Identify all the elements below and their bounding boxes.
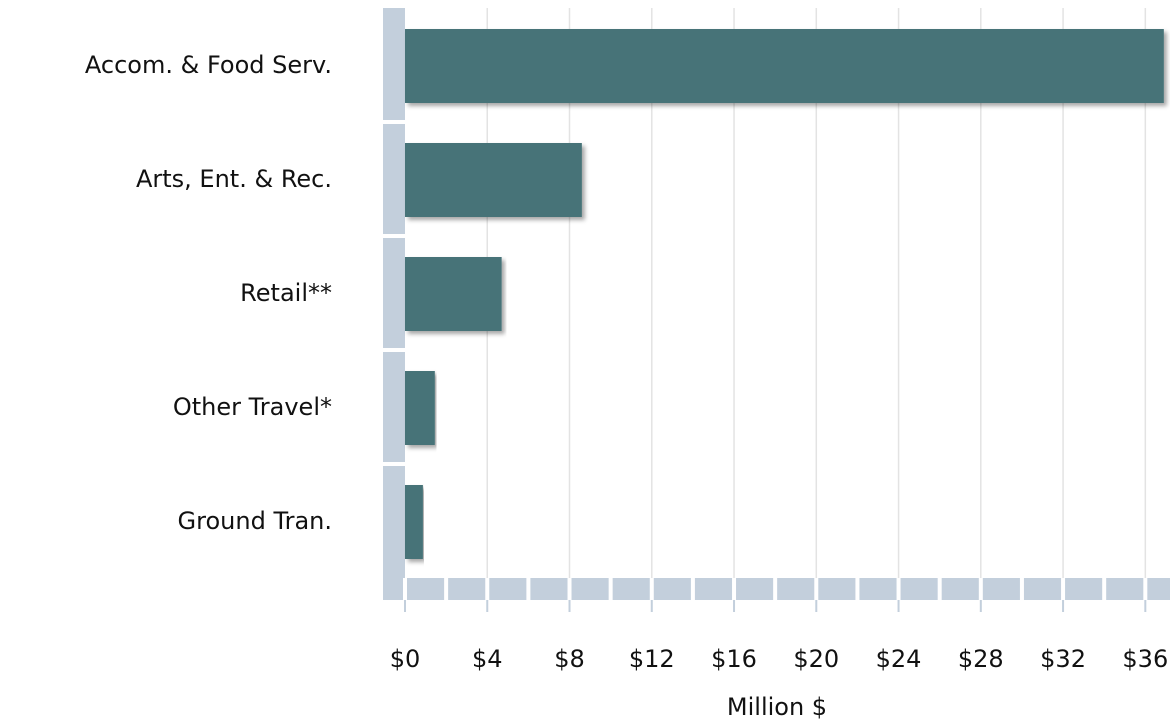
axis-strip xyxy=(383,8,405,600)
strip-gap xyxy=(937,578,942,600)
bar xyxy=(405,371,435,445)
strip-gap xyxy=(567,578,572,600)
y-tick-label: Retail** xyxy=(240,279,332,307)
x-tick-label: $32 xyxy=(1040,645,1086,673)
bar xyxy=(405,485,423,559)
strip-gap xyxy=(1102,578,1107,600)
strip-gap xyxy=(444,578,449,600)
strip-gap xyxy=(855,578,860,600)
strip-gap xyxy=(526,578,531,600)
strip-gap xyxy=(383,348,405,352)
strip-gap xyxy=(608,578,613,600)
x-tick-label: $12 xyxy=(629,645,675,673)
strip-gap xyxy=(690,578,695,600)
strip-gap xyxy=(649,578,654,600)
strip-gap xyxy=(1061,578,1066,600)
x-tick-label: $36 xyxy=(1122,645,1168,673)
strip-gap xyxy=(896,578,901,600)
x-tick-label: $20 xyxy=(793,645,839,673)
x-tick-label: $28 xyxy=(958,645,1004,673)
strip-gap xyxy=(814,578,819,600)
strip-gap xyxy=(1019,578,1024,600)
y-tick-label: Accom. & Food Serv. xyxy=(85,51,332,79)
strip-gap xyxy=(383,120,405,124)
bar xyxy=(405,143,582,217)
y-tick-label: Arts, Ent. & Rec. xyxy=(136,165,332,193)
x-tick-label: $16 xyxy=(711,645,757,673)
x-tick-label: $24 xyxy=(876,645,922,673)
bar xyxy=(405,29,1164,103)
y-tick-label: Ground Tran. xyxy=(178,507,332,535)
x-tick-label: $4 xyxy=(472,645,503,673)
strip-gap xyxy=(773,578,778,600)
strip-gap xyxy=(485,578,490,600)
x-tick-label: $8 xyxy=(554,645,585,673)
bar xyxy=(405,257,502,331)
strip-gap xyxy=(978,578,983,600)
y-tick-label: Other Travel* xyxy=(173,393,332,421)
strip-gap xyxy=(383,234,405,238)
strip-gap xyxy=(1143,578,1148,600)
strip-gap xyxy=(403,578,407,600)
x-axis-label: Million $ xyxy=(727,693,827,721)
strip-gap xyxy=(732,578,737,600)
strip-gap xyxy=(383,462,405,466)
x-tick-label: $0 xyxy=(390,645,421,673)
